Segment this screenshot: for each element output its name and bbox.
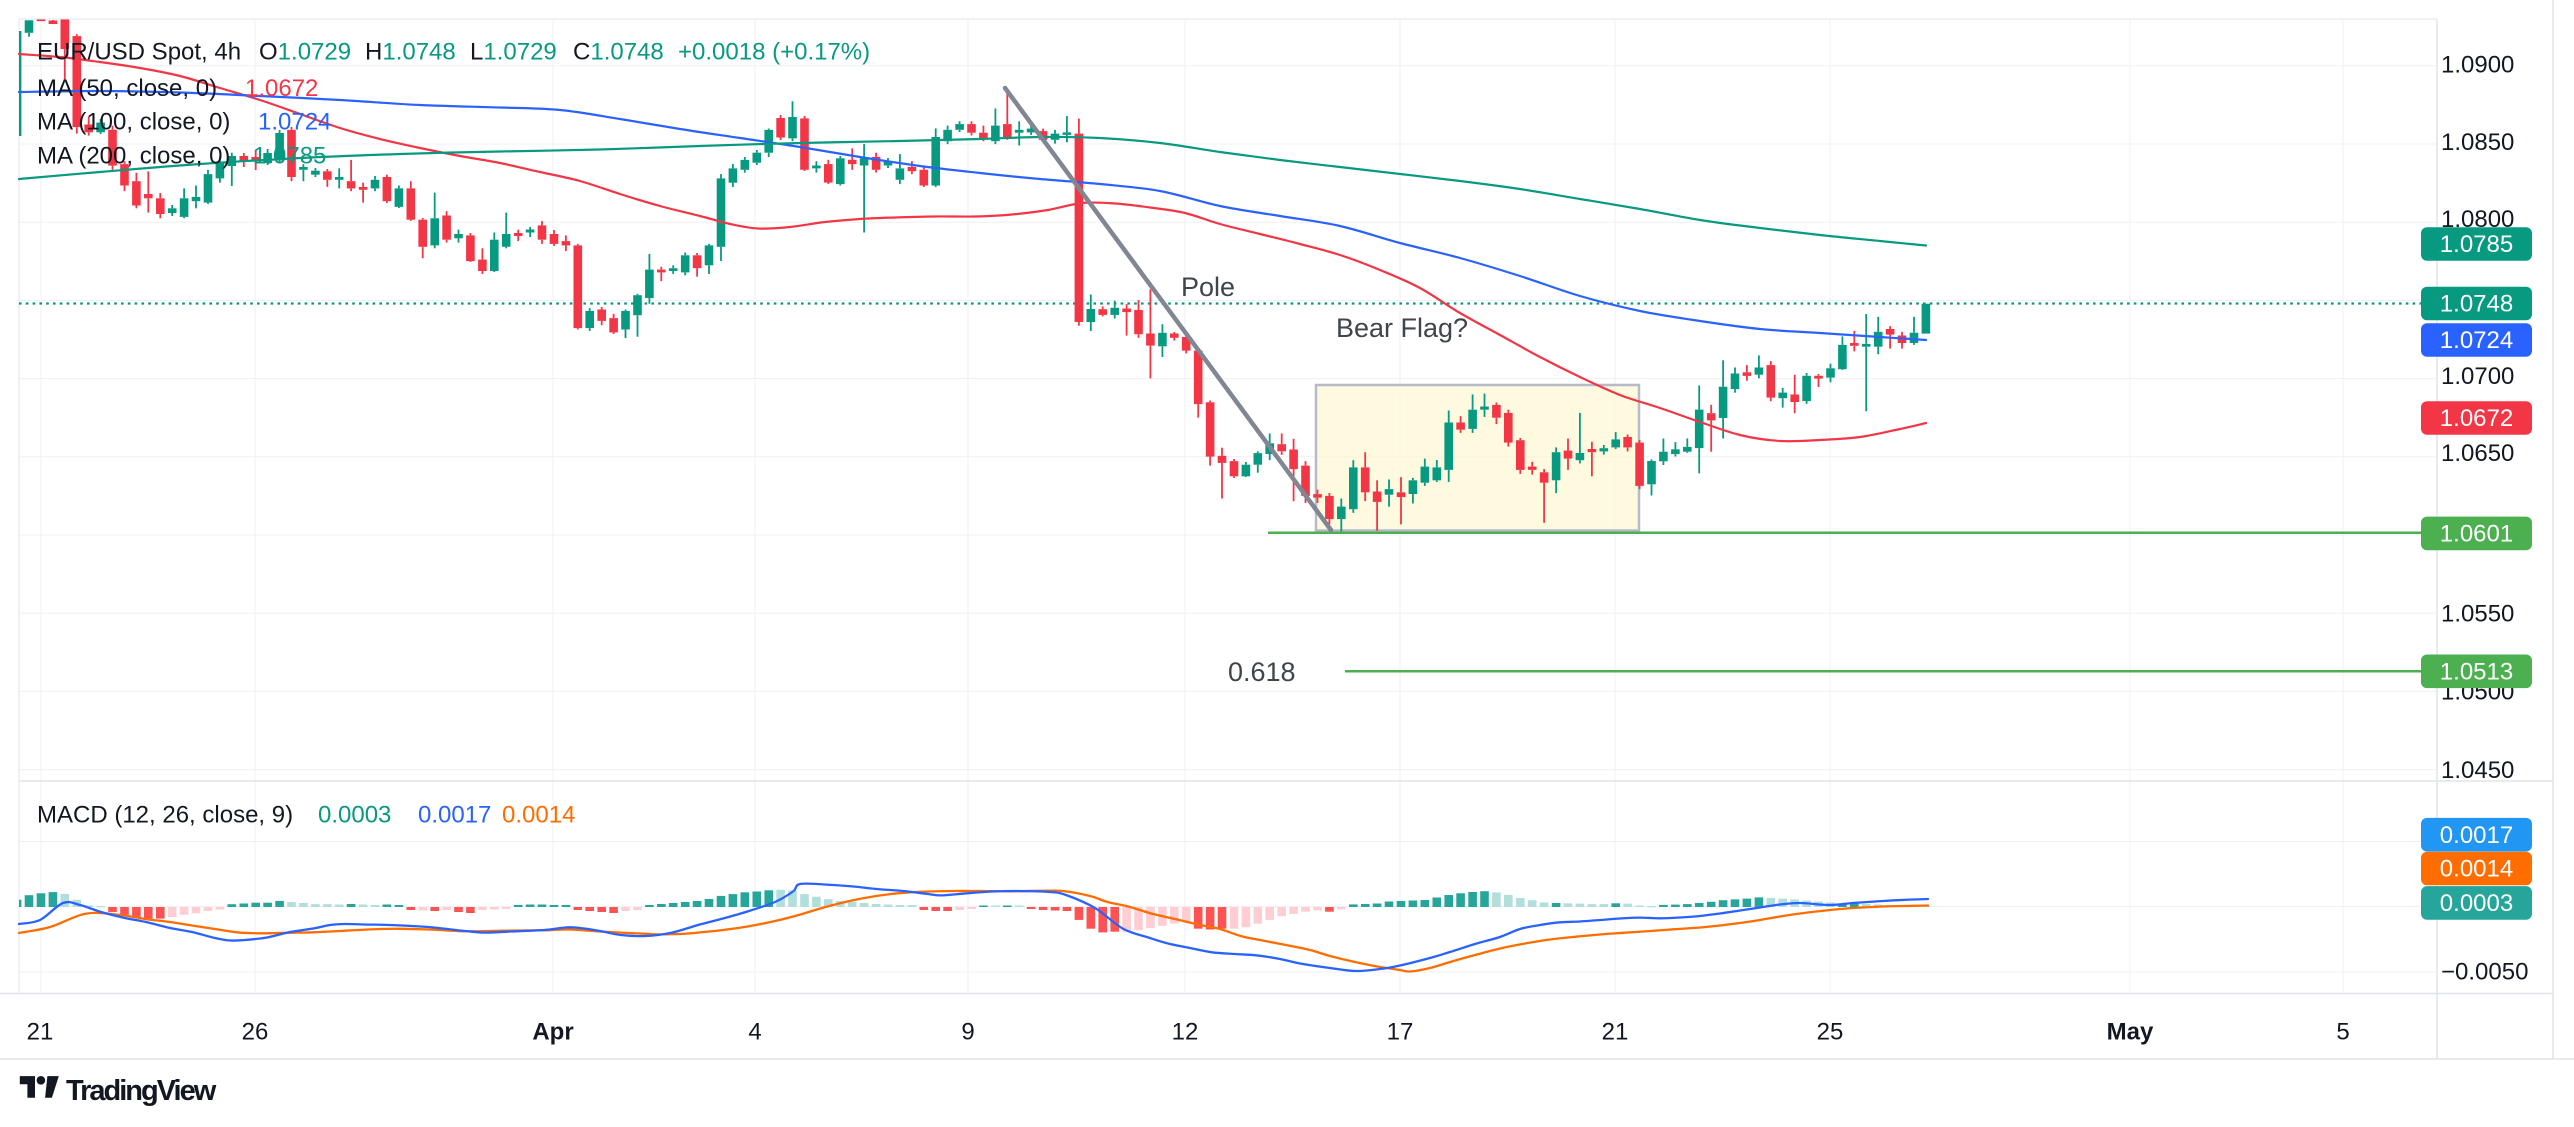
svg-text:MA (50, close, 0)1.0672: MA (50, close, 0) 1.0672: [37, 75, 318, 102]
svg-text:12: 12: [1172, 1019, 1199, 1046]
svg-text:1.0450: 1.0450: [2441, 757, 2514, 784]
svg-text:1.0748: 1.0748: [2440, 291, 2513, 318]
svg-text:9: 9: [961, 1019, 974, 1046]
svg-text:1.0601: 1.0601: [2440, 521, 2513, 548]
svg-text:21: 21: [27, 1019, 54, 1046]
svg-text:Apr: Apr: [532, 1019, 573, 1046]
svg-text:Pole: Pole: [1181, 272, 1235, 302]
svg-text:1.0513: 1.0513: [2440, 659, 2513, 686]
svg-text:4: 4: [748, 1019, 761, 1046]
svg-text:0.0017: 0.0017: [2440, 822, 2513, 849]
svg-text:MA (200, close, 0)1.0785: MA (200, close, 0) 1.0785: [37, 143, 326, 170]
svg-text:1.0672: 1.0672: [2440, 405, 2513, 432]
svg-text:1.0850: 1.0850: [2441, 129, 2514, 156]
svg-text:1.0900: 1.0900: [2441, 52, 2514, 79]
svg-text:May: May: [2107, 1019, 2154, 1046]
svg-text:TradingView: TradingView: [66, 1075, 217, 1107]
svg-text:Bear Flag?: Bear Flag?: [1336, 313, 1468, 343]
svg-text:0.0014: 0.0014: [2440, 856, 2513, 883]
svg-text:26: 26: [242, 1019, 269, 1046]
svg-text:−0.0050: −0.0050: [2441, 959, 2528, 986]
svg-text:5: 5: [2336, 1019, 2349, 1046]
svg-text:1.0785: 1.0785: [2440, 231, 2513, 258]
svg-text:1.0550: 1.0550: [2441, 601, 2514, 628]
svg-text:17: 17: [1387, 1019, 1414, 1046]
svg-text:MA (100, close, 0)1.0724: MA (100, close, 0) 1.0724: [37, 109, 331, 136]
svg-text:21: 21: [1602, 1019, 1629, 1046]
svg-text:1.0650: 1.0650: [2441, 440, 2514, 467]
svg-text:1.0700: 1.0700: [2441, 363, 2514, 390]
svg-text:0.618: 0.618: [1228, 657, 1296, 687]
svg-text:1.0724: 1.0724: [2440, 327, 2513, 354]
svg-text:25: 25: [1817, 1019, 1844, 1046]
svg-text:0.0003: 0.0003: [2440, 890, 2513, 917]
